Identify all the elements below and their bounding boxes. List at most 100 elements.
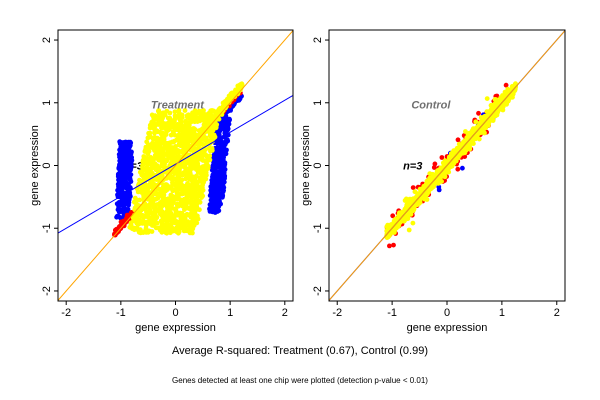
data-point (128, 140, 134, 146)
data-point (177, 200, 183, 206)
data-point (422, 196, 427, 202)
data-point (412, 189, 418, 195)
data-point (180, 191, 186, 197)
data-point (174, 190, 180, 196)
data-point (170, 154, 176, 160)
data-point (207, 157, 213, 163)
data-point (122, 155, 127, 160)
data-point (187, 129, 192, 135)
data-point (165, 196, 171, 202)
data-point (182, 215, 188, 221)
data-point (116, 209, 122, 215)
data-point (237, 82, 243, 88)
data-point (147, 143, 152, 148)
data-point (220, 103, 226, 109)
data-point (203, 112, 208, 117)
x-tick-label: 2 (282, 307, 288, 319)
data-point (183, 137, 189, 142)
data-point (160, 148, 166, 153)
data-point (169, 145, 175, 151)
data-point (212, 177, 217, 183)
data-point (176, 229, 182, 235)
data-point (179, 164, 185, 169)
data-point (122, 194, 128, 200)
data-point (430, 171, 435, 177)
data-point (207, 153, 213, 159)
data-point (154, 140, 159, 146)
data-point (439, 155, 445, 160)
data-point (424, 191, 430, 197)
data-point (182, 108, 188, 113)
data-point (118, 162, 123, 168)
data-point (172, 124, 178, 130)
data-point (182, 143, 188, 149)
data-point (492, 97, 498, 102)
data-point (127, 192, 132, 198)
data-point (176, 137, 181, 143)
x-tick-label: 2 (554, 307, 560, 319)
data-point (490, 117, 496, 123)
r-squared-summary: Average R-squared: Treatment (0.67), Con… (172, 345, 428, 357)
data-point (442, 174, 448, 180)
data-point (113, 228, 118, 233)
data-point (211, 160, 217, 165)
data-point (167, 150, 172, 156)
data-point (175, 221, 181, 227)
data-point (451, 150, 457, 156)
data-point (117, 141, 123, 147)
data-point (197, 188, 203, 194)
y-tick-label: 1 (312, 100, 324, 106)
data-point (160, 153, 166, 159)
data-point (213, 169, 218, 174)
data-point (154, 167, 159, 172)
data-point (157, 142, 163, 148)
data-point (476, 136, 482, 142)
data-point (117, 200, 123, 206)
data-point (460, 165, 465, 171)
data-point (207, 130, 213, 136)
data-point (137, 197, 143, 203)
data-point (160, 223, 166, 229)
data-point (192, 118, 197, 124)
y-tick-label: 2 (312, 37, 324, 43)
data-point (147, 133, 153, 139)
data-point (207, 111, 213, 116)
data-point (174, 183, 180, 189)
data-point (196, 108, 202, 114)
data-point (201, 152, 206, 158)
data-point (432, 161, 438, 167)
data-point (491, 102, 497, 107)
data-point (215, 205, 221, 210)
footnote: Genes detected at least one chip were pl… (172, 376, 428, 385)
data-point (128, 166, 134, 171)
data-point (124, 185, 130, 191)
data-point (186, 223, 191, 228)
data-point (147, 196, 153, 202)
data-point (141, 156, 147, 162)
y-axis-label: gene expression (29, 125, 41, 206)
data-point (189, 174, 195, 180)
data-point (120, 171, 126, 177)
data-point (127, 161, 133, 167)
data-point (202, 137, 208, 143)
data-point (455, 137, 461, 143)
data-point (187, 168, 193, 173)
data-point (467, 146, 473, 152)
data-point (172, 132, 178, 138)
data-point (170, 174, 175, 180)
data-point (163, 122, 169, 127)
data-point (187, 115, 192, 121)
data-point (416, 199, 421, 205)
data-point (196, 145, 202, 151)
data-point (402, 206, 408, 212)
data-point (122, 167, 127, 173)
data-point (403, 196, 409, 202)
data-point (177, 212, 183, 218)
data-point (477, 121, 483, 127)
data-point (402, 218, 407, 224)
data-point (144, 213, 150, 219)
data-point (139, 220, 145, 226)
data-point (216, 199, 222, 205)
data-point (155, 129, 160, 135)
data-point (185, 125, 191, 131)
